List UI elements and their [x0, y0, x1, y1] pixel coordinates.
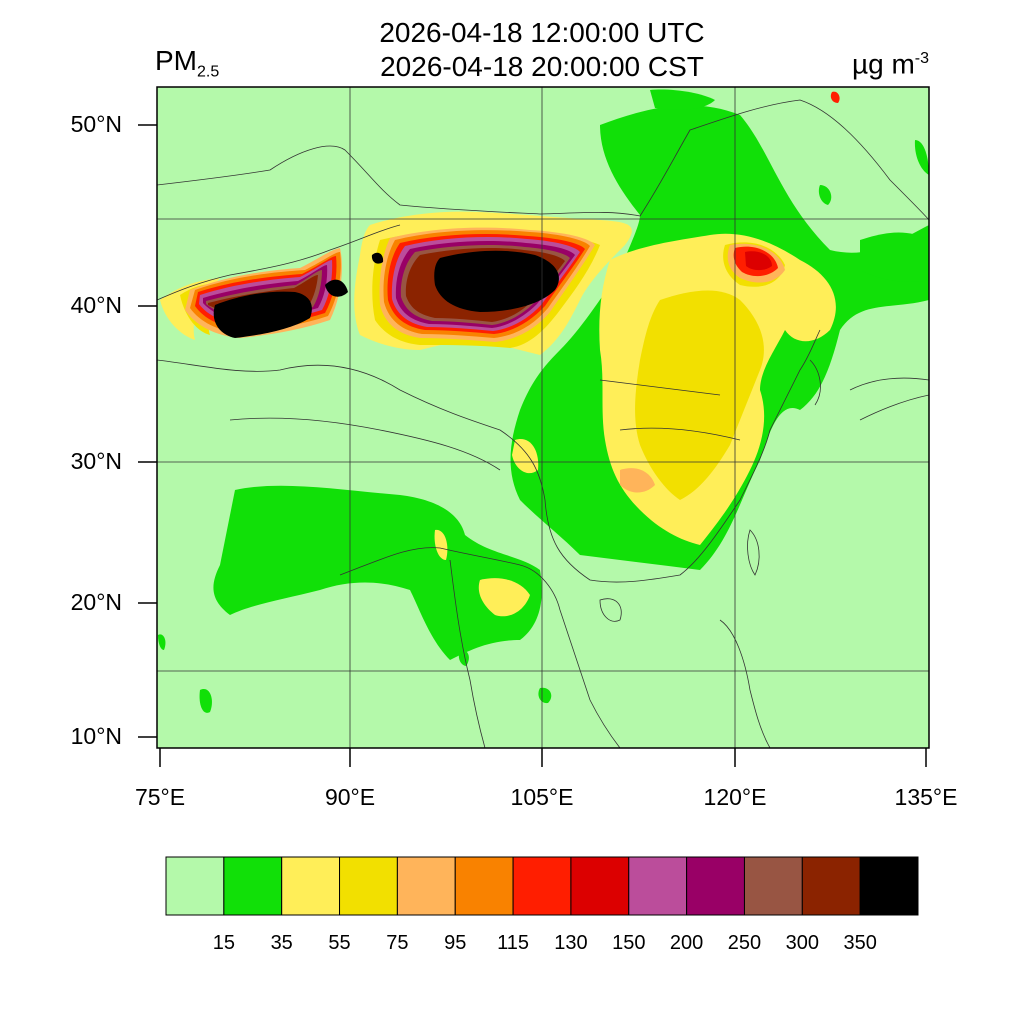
variable-label: PM2.5 — [155, 46, 219, 88]
legend-tick-55: 55 — [328, 932, 351, 954]
unit-name: µg m — [851, 48, 915, 80]
legend-tick-115: 115 — [497, 932, 530, 954]
legend-tick-350: 350 — [843, 932, 877, 954]
title-cst-time: 2026-04-18 20:00:00 CST — [380, 51, 704, 82]
unit-label: µg m-3 — [852, 44, 929, 79]
legend-tick-15: 15 — [212, 932, 235, 954]
lat-label-30: 30°N — [70, 448, 122, 474]
legend-tick-35: 35 — [270, 932, 293, 954]
map-field — [157, 87, 929, 748]
lon-label-120: 120°E — [703, 784, 767, 810]
lon-label-105: 105°E — [510, 784, 574, 810]
lat-label-20: 20°N — [70, 589, 122, 615]
lon-label-75: 75°E — [134, 784, 186, 810]
legend-tick-250: 250 — [727, 932, 762, 954]
title-utc-time: 2026-04-18 12:00:00 UTC — [379, 17, 705, 48]
lat-label-10: 10°N — [70, 723, 122, 749]
legend-tick-95: 95 — [444, 932, 467, 954]
axis-ticks — [138, 124, 927, 767]
variable-subscript: 2.5 — [197, 63, 220, 81]
legend-tick-300: 300 — [785, 932, 819, 954]
lon-label-90: 90°E — [324, 784, 376, 810]
variable-name: PM — [155, 45, 197, 76]
lat-label-50: 50°N — [70, 111, 122, 137]
legend-tick-130: 130 — [554, 932, 588, 954]
legend-tick-200: 200 — [669, 932, 704, 954]
legend-tick-150: 150 — [612, 932, 646, 954]
lat-label-40: 40°N — [70, 292, 122, 318]
unit-superscript: -3 — [914, 50, 929, 67]
political-boundaries — [157, 99, 929, 748]
legend-tick-75: 75 — [386, 932, 409, 954]
map-frame — [156, 86, 930, 749]
graticule — [157, 87, 929, 748]
level-max-regions — [213, 250, 559, 338]
lon-label-135: 135°E — [894, 784, 958, 810]
